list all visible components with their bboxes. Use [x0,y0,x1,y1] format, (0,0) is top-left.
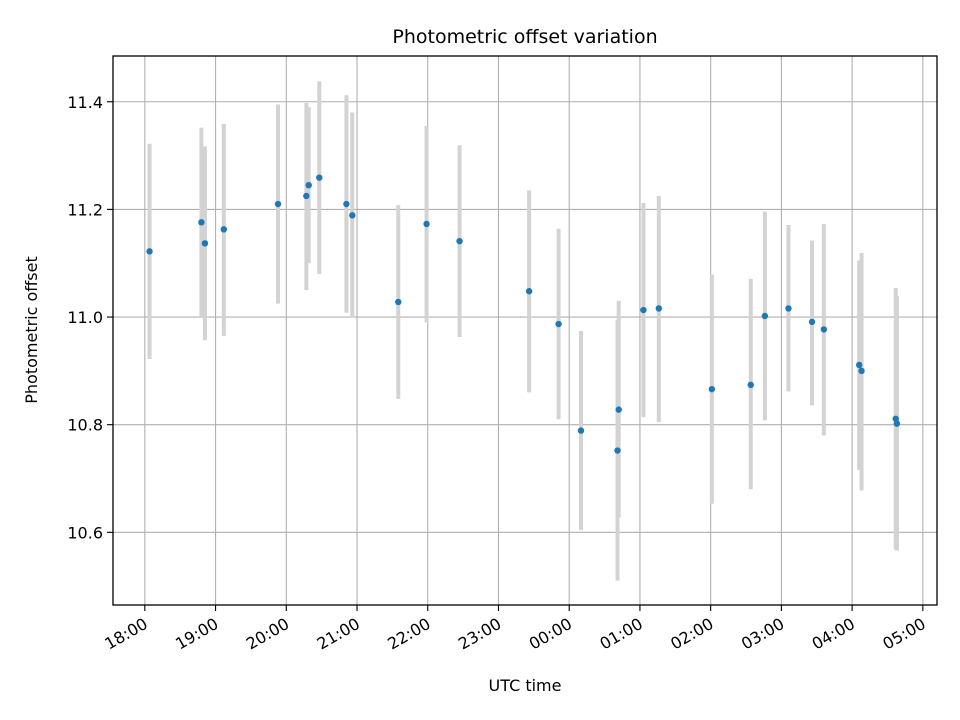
data-point [785,305,792,312]
data-point [808,318,816,326]
data-point [343,200,350,208]
data-point [456,237,463,245]
data-point [305,181,312,189]
data-point [761,312,769,320]
data-point [615,406,622,413]
data-points [146,174,901,454]
x-axis-label: UTC time [489,676,562,695]
y-tick-label: 11.2 [67,200,103,219]
data-point [423,220,430,228]
grid-lines [113,56,937,605]
data-point [708,385,716,393]
data-point [855,361,863,369]
data-point [274,200,282,208]
y-axis-ticks: 10.6 10.8 11.0 11.2 11.4 [67,93,113,542]
data-point [395,298,402,306]
y-tick-label: 11.0 [67,308,103,327]
data-point [146,248,153,255]
data-point [893,420,901,427]
y-axis-label: Photometric offset [22,256,41,404]
data-point [303,192,310,200]
y-tick-label: 11.4 [67,93,103,112]
data-point [614,447,621,454]
data-point [640,306,647,314]
data-point [220,226,228,233]
data-point [201,240,209,247]
data-point [525,288,533,295]
data-point [316,174,323,181]
data-point [555,320,562,328]
y-tick-label: 10.6 [67,523,103,542]
data-point [747,381,754,389]
data-point [858,367,865,375]
data-point [349,212,356,219]
data-point [892,415,899,422]
data-point [820,326,828,333]
data-point [655,305,662,312]
data-point [198,219,205,226]
data-point [577,427,585,434]
y-tick-label: 10.8 [67,416,103,435]
chart-title: Photometric offset variation [392,26,657,48]
plot-frame [112,55,938,606]
